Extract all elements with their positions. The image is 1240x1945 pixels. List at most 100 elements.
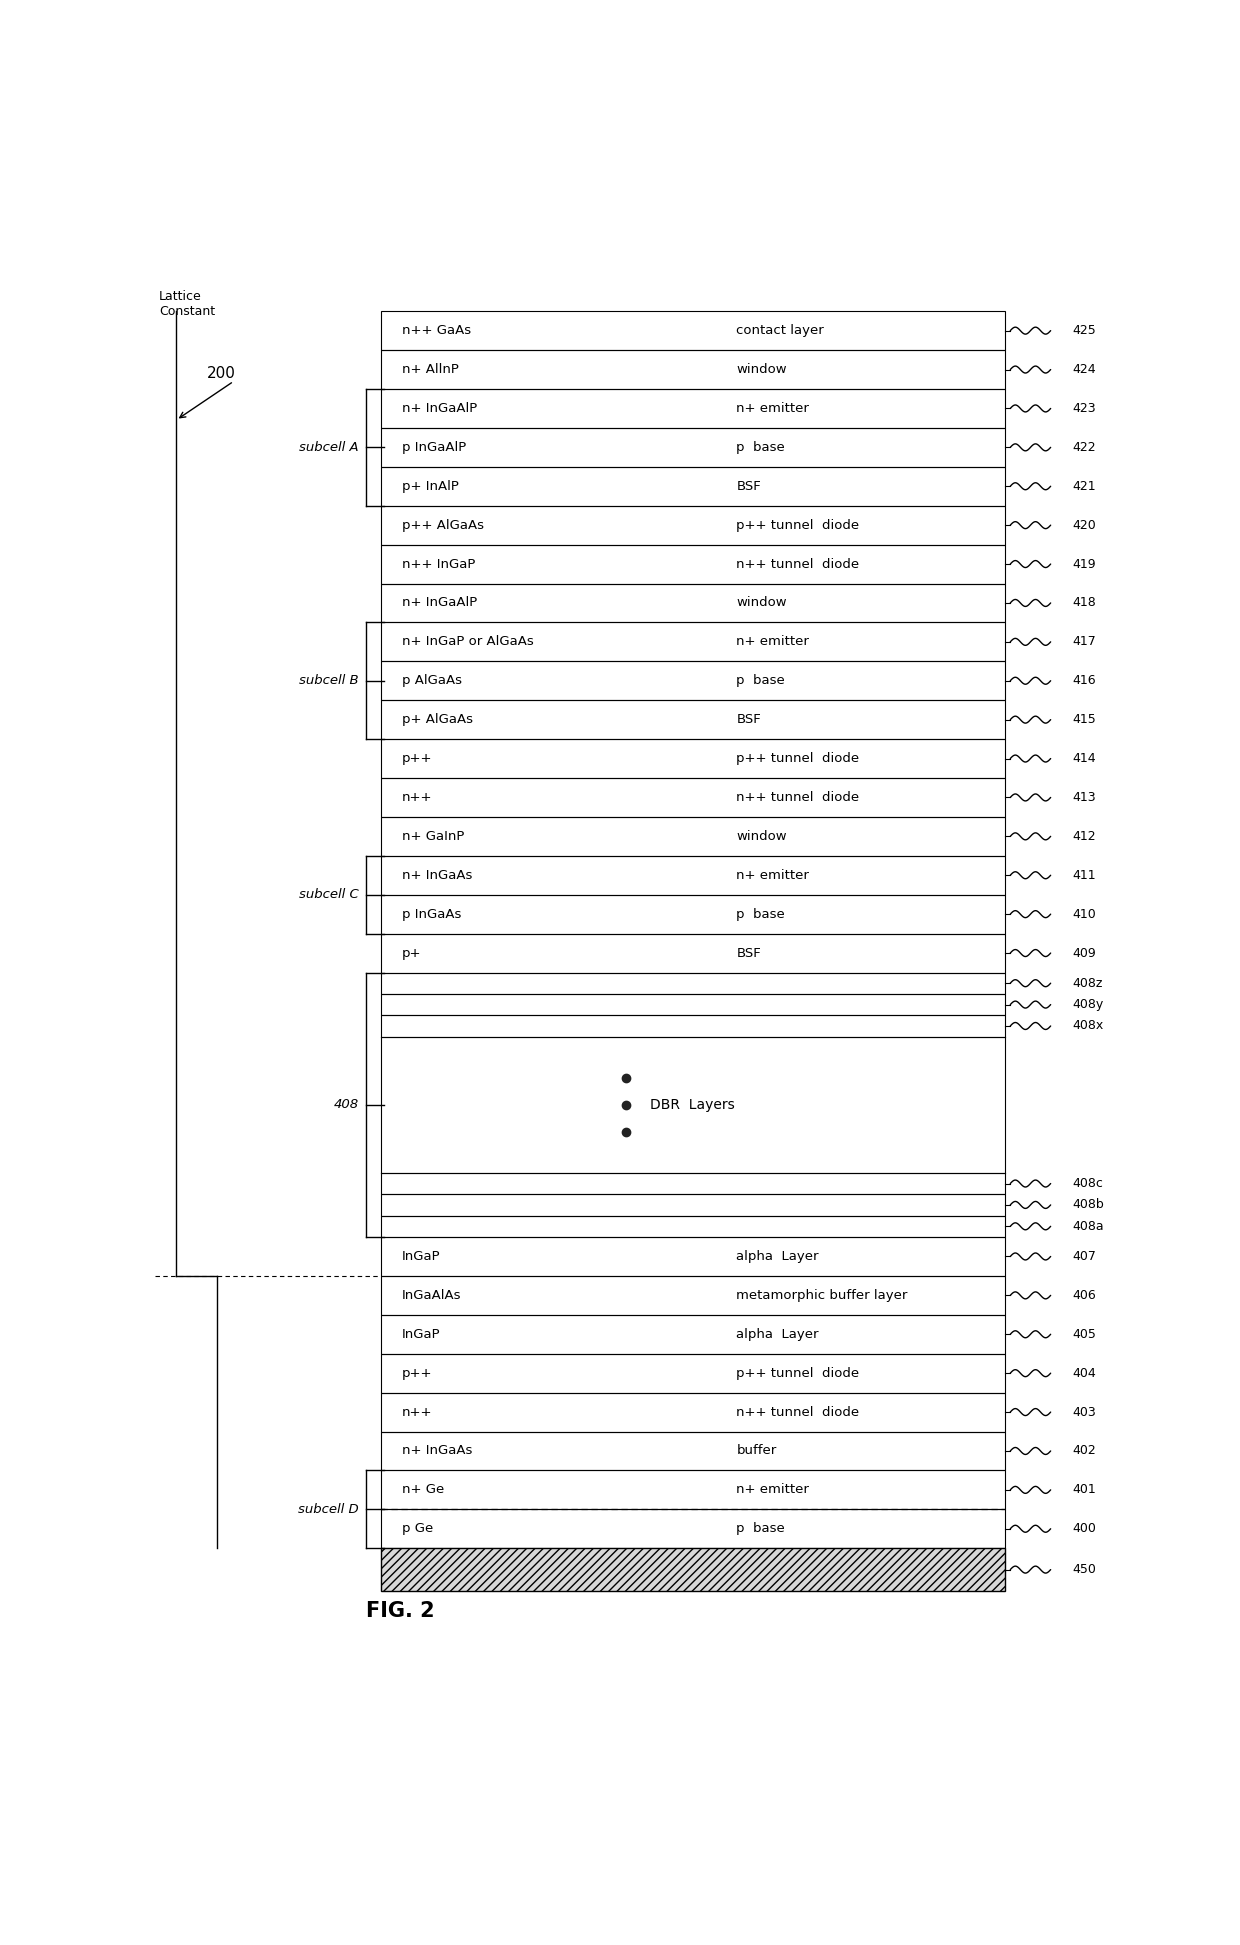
Bar	[381, 1276, 1006, 1315]
Bar	[381, 739, 1006, 778]
Bar	[381, 506, 1006, 545]
Text: 415: 415	[1073, 714, 1096, 725]
Text: 420: 420	[1073, 519, 1096, 531]
Text: 412: 412	[1073, 831, 1096, 842]
Text: n+ emitter: n+ emitter	[737, 869, 810, 881]
Text: p+ AlGaAs: p+ AlGaAs	[402, 714, 472, 725]
Text: buffer: buffer	[737, 1445, 776, 1457]
Text: 424: 424	[1073, 364, 1096, 375]
Bar	[381, 584, 1006, 622]
Text: Lattice
Constant: Lattice Constant	[159, 290, 215, 317]
Bar	[381, 1194, 1006, 1216]
Text: n++ tunnel  diode: n++ tunnel diode	[737, 1406, 859, 1418]
Text: 400: 400	[1073, 1523, 1096, 1535]
Text: 403: 403	[1073, 1406, 1096, 1418]
Text: n+ emitter: n+ emitter	[737, 403, 810, 414]
Bar	[381, 467, 1006, 506]
Text: n++ InGaP: n++ InGaP	[402, 558, 475, 570]
Text: p  base: p base	[737, 1523, 785, 1535]
Text: p  base: p base	[737, 908, 785, 920]
Text: p  base: p base	[737, 675, 785, 687]
Text: 410: 410	[1073, 908, 1096, 920]
Bar	[381, 1548, 1006, 1591]
Text: BSF: BSF	[737, 480, 761, 492]
Text: n+ InGaAs: n+ InGaAs	[402, 869, 472, 881]
Text: 408x: 408x	[1073, 1019, 1104, 1033]
Text: 419: 419	[1073, 558, 1096, 570]
Text: p++ tunnel  diode: p++ tunnel diode	[737, 753, 859, 764]
Text: n++ GaAs: n++ GaAs	[402, 325, 471, 336]
Text: 413: 413	[1073, 792, 1096, 803]
Text: 408a: 408a	[1073, 1220, 1105, 1233]
Bar	[381, 622, 1006, 661]
Text: contact layer: contact layer	[737, 325, 825, 336]
Text: FIG. 2: FIG. 2	[367, 1601, 435, 1620]
Bar	[381, 856, 1006, 895]
Bar	[381, 994, 1006, 1015]
Text: metamorphic buffer layer: metamorphic buffer layer	[737, 1290, 908, 1301]
Bar	[381, 1237, 1006, 1276]
Bar	[381, 311, 1006, 350]
Text: n++: n++	[402, 792, 433, 803]
Text: 425: 425	[1073, 325, 1096, 336]
Text: 409: 409	[1073, 947, 1096, 959]
Text: subcell D: subcell D	[298, 1503, 358, 1515]
Bar	[381, 350, 1006, 389]
Text: 200: 200	[207, 366, 236, 381]
Bar	[381, 700, 1006, 739]
Bar	[381, 1216, 1006, 1237]
Text: 408c: 408c	[1073, 1177, 1104, 1190]
Text: n+ InGaAlP: n+ InGaAlP	[402, 403, 477, 414]
Text: p++: p++	[402, 753, 433, 764]
Bar	[381, 934, 1006, 972]
Text: subcell B: subcell B	[299, 675, 358, 687]
Bar	[381, 428, 1006, 467]
Bar	[381, 1015, 1006, 1037]
Text: n++: n++	[402, 1406, 433, 1418]
Text: p++ AlGaAs: p++ AlGaAs	[402, 519, 484, 531]
Text: p InGaAs: p InGaAs	[402, 908, 461, 920]
Bar	[381, 1393, 1006, 1432]
Text: n+ Ge: n+ Ge	[402, 1484, 444, 1496]
Text: subcell A: subcell A	[299, 442, 358, 453]
Text: 416: 416	[1073, 675, 1096, 687]
Bar	[381, 972, 1006, 994]
Bar	[381, 1509, 1006, 1548]
Text: 408z: 408z	[1073, 976, 1104, 990]
Text: p++: p++	[402, 1367, 433, 1379]
Bar	[381, 778, 1006, 817]
Text: n+ InGaP or AlGaAs: n+ InGaP or AlGaAs	[402, 636, 533, 648]
Text: window: window	[737, 364, 787, 375]
Text: p+ InAlP: p+ InAlP	[402, 480, 459, 492]
Text: 407: 407	[1073, 1251, 1096, 1262]
Text: BSF: BSF	[737, 947, 761, 959]
Bar	[381, 1173, 1006, 1194]
Text: n+ GaInP: n+ GaInP	[402, 831, 464, 842]
Bar	[381, 1470, 1006, 1509]
Text: n+ emitter: n+ emitter	[737, 636, 810, 648]
Bar	[381, 1432, 1006, 1470]
Text: p+: p+	[402, 947, 422, 959]
Text: p  base: p base	[737, 442, 785, 453]
Text: 408b: 408b	[1073, 1198, 1105, 1212]
Text: 414: 414	[1073, 753, 1096, 764]
Text: p InGaAlP: p InGaAlP	[402, 442, 466, 453]
Bar	[381, 545, 1006, 584]
Bar	[381, 895, 1006, 934]
Text: p++ tunnel  diode: p++ tunnel diode	[737, 519, 859, 531]
Text: alpha  Layer: alpha Layer	[737, 1328, 818, 1340]
Text: p AlGaAs: p AlGaAs	[402, 675, 463, 687]
Text: window: window	[737, 831, 787, 842]
Text: 408: 408	[334, 1099, 358, 1111]
Text: BSF: BSF	[737, 714, 761, 725]
Text: n+ InGaAs: n+ InGaAs	[402, 1445, 472, 1457]
Text: DBR  Layers: DBR Layers	[650, 1097, 734, 1113]
Text: 421: 421	[1073, 480, 1096, 492]
Bar	[381, 661, 1006, 700]
Text: window: window	[737, 597, 787, 609]
Text: 405: 405	[1073, 1328, 1096, 1340]
Text: n+ emitter: n+ emitter	[737, 1484, 810, 1496]
Text: 402: 402	[1073, 1445, 1096, 1457]
Text: alpha  Layer: alpha Layer	[737, 1251, 818, 1262]
Text: 422: 422	[1073, 442, 1096, 453]
